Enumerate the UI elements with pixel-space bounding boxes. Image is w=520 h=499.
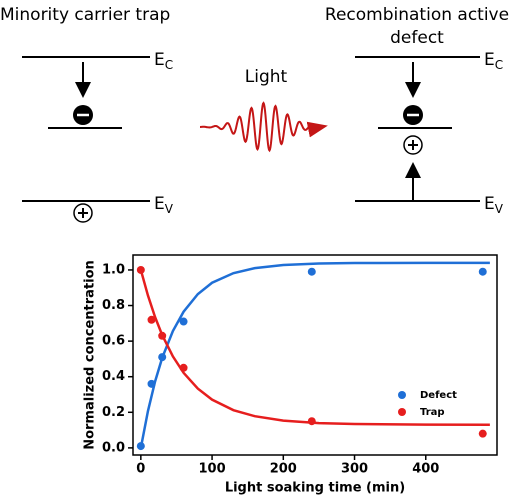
ec-main: E bbox=[484, 50, 495, 70]
y-tick-label: 0.8 bbox=[102, 298, 125, 313]
y-tick-label: 0.4 bbox=[102, 369, 125, 384]
x-tick-label: 100 bbox=[198, 462, 225, 477]
light-wave bbox=[200, 101, 328, 153]
x-tick-label: 300 bbox=[341, 462, 368, 477]
plus-sign bbox=[408, 140, 418, 150]
hole bbox=[403, 135, 423, 155]
y-tick-label: 0.2 bbox=[102, 405, 125, 420]
ev-label: EV bbox=[484, 194, 504, 216]
ec-main: E bbox=[154, 50, 165, 70]
y-tick-label: 1.0 bbox=[102, 262, 125, 277]
chart: 0 100 200 300 400 0.0 0.2 0.4 0.6 0.8 1.0 Light soa… bbox=[83, 254, 498, 496]
data-point bbox=[179, 363, 188, 372]
x-tick-label: 200 bbox=[270, 462, 297, 477]
right-title: Recombination active bbox=[325, 5, 509, 25]
y-tick-label: 0.6 bbox=[102, 334, 125, 349]
ec-label: EC bbox=[154, 50, 173, 72]
plot-frame bbox=[132, 254, 498, 456]
legend-marker bbox=[398, 391, 406, 399]
ev-main: E bbox=[484, 194, 495, 214]
hole bbox=[73, 203, 93, 223]
y-tick-label: 0.0 bbox=[102, 440, 125, 455]
data-point bbox=[147, 315, 156, 324]
data-point bbox=[136, 442, 145, 451]
ev-main: E bbox=[154, 194, 165, 214]
right-title: defect bbox=[390, 28, 444, 48]
data-point bbox=[478, 267, 487, 276]
light-label: Light bbox=[245, 67, 288, 87]
data-point bbox=[179, 317, 188, 326]
data-point bbox=[136, 265, 145, 274]
ev-label: EV bbox=[154, 194, 174, 216]
data-point bbox=[307, 267, 316, 276]
x-axis-label: Light soaking time (min) bbox=[225, 481, 405, 496]
legend-label: Defect bbox=[420, 390, 457, 401]
x-tick-label: 400 bbox=[412, 462, 439, 477]
legend-label: Trap bbox=[420, 407, 445, 418]
data-point bbox=[478, 429, 487, 438]
ev-sub: V bbox=[165, 202, 174, 216]
ec-sub: C bbox=[165, 58, 173, 72]
data-point bbox=[158, 331, 167, 340]
ec-sub: C bbox=[495, 58, 503, 72]
x-tick-label: 0 bbox=[136, 462, 145, 477]
ec-label: EC bbox=[484, 50, 503, 72]
data-point bbox=[158, 353, 167, 362]
y-axis-label: Normalized concentration bbox=[83, 260, 98, 450]
ev-sub: V bbox=[495, 202, 504, 216]
left-title: Minority carrier trap bbox=[0, 5, 170, 25]
data-point bbox=[147, 379, 156, 388]
fit-line bbox=[139, 261, 490, 449]
fit-line bbox=[139, 269, 490, 427]
legend-marker bbox=[398, 408, 406, 416]
data-point bbox=[307, 417, 316, 426]
plus-sign bbox=[78, 208, 88, 218]
